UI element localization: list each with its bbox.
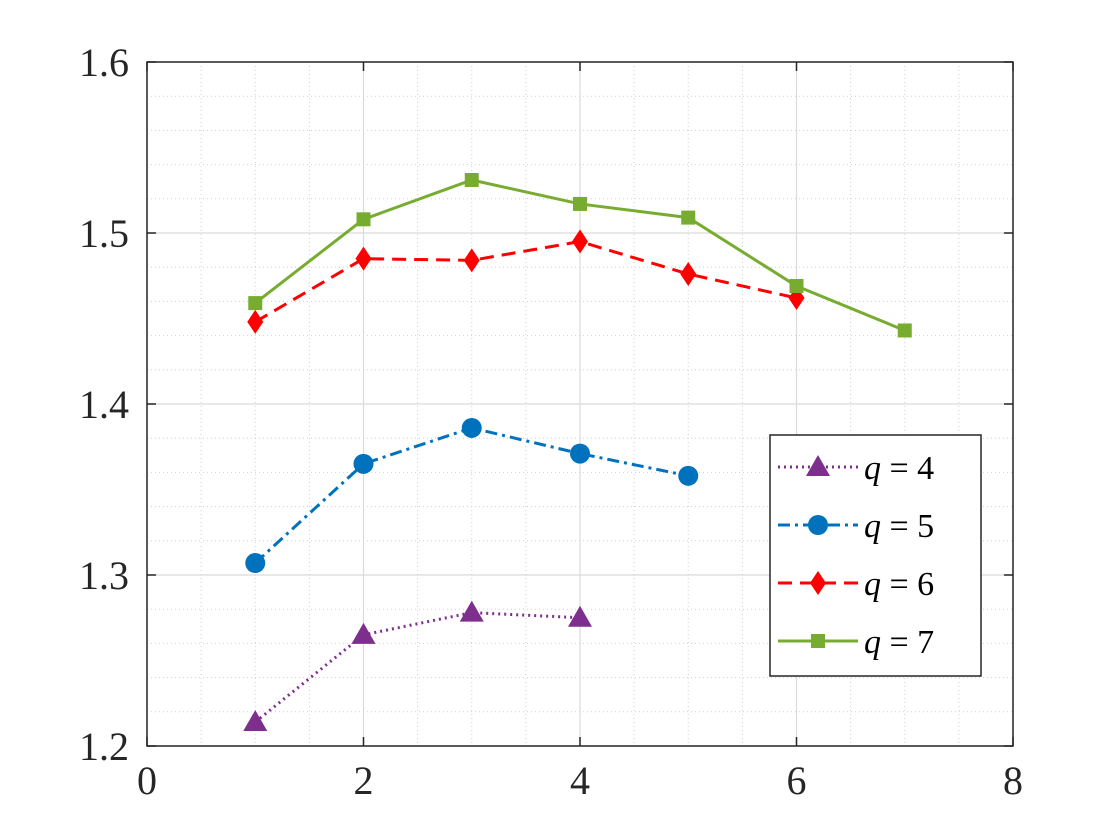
legend-label: q = 4 bbox=[864, 450, 934, 487]
data-point bbox=[245, 553, 266, 574]
series-line bbox=[254, 240, 797, 324]
data-point bbox=[897, 323, 912, 338]
data-point bbox=[356, 212, 371, 227]
x-tick-label: 0 bbox=[137, 758, 157, 803]
x-tick-label: 2 bbox=[354, 758, 374, 803]
series-3 bbox=[247, 229, 805, 334]
y-tick-label: 1.5 bbox=[79, 211, 129, 256]
series-1 bbox=[243, 600, 592, 732]
data-point bbox=[568, 605, 592, 627]
legend-item: q = 4 bbox=[778, 450, 934, 487]
data-point bbox=[351, 622, 376, 644]
legend: q = 4 q = 5 q = 6 q = 7 bbox=[769, 434, 982, 677]
x-tick-label: 8 bbox=[1003, 758, 1023, 803]
x-tick-label: 4 bbox=[570, 758, 590, 803]
data-point bbox=[355, 246, 372, 271]
data-point bbox=[459, 600, 484, 622]
axis-ticks bbox=[146, 61, 1014, 747]
legend-box bbox=[769, 434, 982, 677]
legend-item: q = 5 bbox=[778, 508, 934, 545]
legend-item: q = 7 bbox=[778, 624, 934, 661]
legend-marker bbox=[810, 571, 826, 595]
data-point bbox=[680, 262, 697, 287]
data-point bbox=[789, 279, 804, 294]
data-point bbox=[570, 443, 590, 464]
data-point bbox=[243, 710, 268, 732]
data-point bbox=[464, 172, 479, 187]
legend-marker bbox=[806, 455, 830, 476]
legend-marker bbox=[811, 634, 825, 648]
data-point bbox=[247, 309, 264, 334]
legend-label: q = 5 bbox=[864, 508, 934, 545]
legend-label: q = 7 bbox=[864, 624, 934, 661]
data-point bbox=[463, 248, 480, 273]
data-point bbox=[461, 417, 482, 438]
data-point bbox=[573, 196, 587, 211]
y-tick-label: 1.2 bbox=[79, 724, 129, 769]
legend-label: q = 6 bbox=[864, 566, 934, 603]
y-tick-label: 1.4 bbox=[79, 382, 129, 427]
series-4 bbox=[248, 172, 912, 338]
data-point bbox=[681, 210, 696, 225]
series-2 bbox=[245, 417, 699, 574]
y-tick-label: 1.3 bbox=[79, 553, 129, 598]
legend-item: q = 6 bbox=[778, 566, 934, 603]
data-point bbox=[353, 453, 374, 474]
data-point bbox=[572, 229, 588, 254]
data-point bbox=[678, 465, 699, 486]
data-point bbox=[248, 296, 263, 311]
legend-marker bbox=[808, 515, 828, 535]
x-tick-label: 6 bbox=[787, 758, 807, 803]
y-tick-label: 1.6 bbox=[79, 40, 129, 85]
